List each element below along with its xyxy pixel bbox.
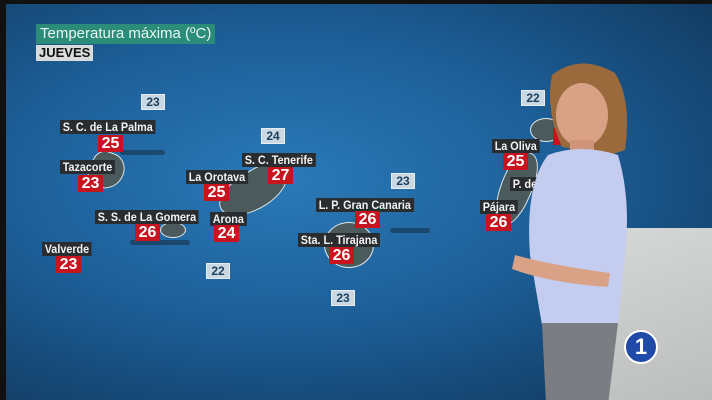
- city-temp: 26: [329, 247, 354, 264]
- city-label: Sta. L. Tirajana: [298, 233, 381, 247]
- sea-temp: 22: [206, 263, 230, 279]
- city-temp: 23: [78, 175, 103, 192]
- city-temp: 26: [486, 214, 511, 231]
- frame-left: [0, 0, 6, 400]
- city-label: Tazacorte: [60, 160, 116, 174]
- city-temp: 25: [503, 153, 528, 170]
- map-title: Temperatura máxima (ºC): [36, 24, 216, 44]
- city-temp: 27: [268, 167, 293, 184]
- city-label: La Oliva: [492, 139, 540, 153]
- presenter-face: [556, 83, 608, 147]
- city-temp: 25: [204, 184, 229, 201]
- presenter-arm: [512, 255, 610, 287]
- sea-temp: 23: [391, 173, 415, 189]
- presenter-blouse: [529, 149, 627, 325]
- city-label: La Orotava: [186, 170, 248, 184]
- city-temp: 26: [355, 211, 380, 228]
- city-temp: 26: [135, 224, 160, 241]
- sea-temp: 24: [261, 128, 285, 144]
- sea-temp: 23: [141, 94, 165, 110]
- city-temp: 24: [214, 225, 239, 242]
- city-label: Valverde: [42, 242, 92, 256]
- city-temp: 23: [56, 256, 81, 273]
- cloud-shadow: [130, 240, 190, 245]
- island-la-gomera: [160, 222, 186, 238]
- day-label: JUEVES: [36, 45, 94, 61]
- sea-temp: 23: [331, 290, 355, 306]
- presenter-trousers: [542, 323, 618, 400]
- channel-logo: 1: [624, 330, 658, 364]
- sea-temp: 22: [521, 90, 545, 106]
- cloud-shadow: [120, 150, 165, 155]
- city-label: L. P. Gran Canaria: [316, 198, 414, 212]
- city-label: S. S. de La Gomera: [95, 210, 199, 224]
- frame-top: [0, 0, 712, 4]
- city-temp: 25: [98, 135, 123, 152]
- presenter: [512, 63, 628, 400]
- city-label: Pájara: [480, 200, 518, 214]
- city-label: Arona: [210, 212, 247, 226]
- city-label: S. C. de La Palma: [60, 120, 156, 134]
- cloud-shadow: [390, 228, 430, 233]
- city-label: S. C. Tenerife: [242, 153, 316, 167]
